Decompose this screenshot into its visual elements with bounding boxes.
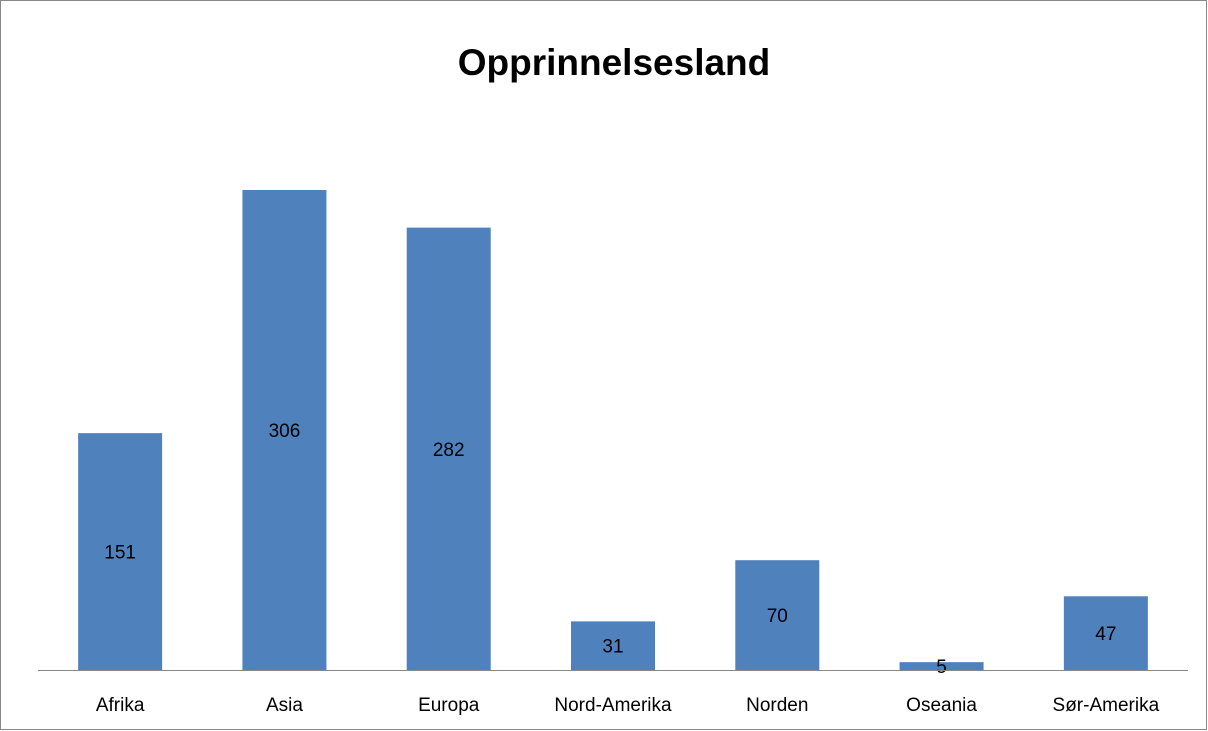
chart-title: Opprinnelsesland — [458, 42, 771, 83]
x-tick-label: Oseania — [906, 695, 977, 716]
bar — [899, 662, 984, 670]
bar — [242, 190, 327, 670]
bar — [406, 227, 491, 670]
value-label: 31 — [602, 637, 623, 658]
x-tick-label: Sør-Amerika — [1053, 695, 1160, 716]
bar — [1063, 596, 1148, 670]
x-tick-label: Norden — [746, 695, 808, 716]
value-label: 151 — [104, 543, 136, 564]
x-tick-label: Europa — [418, 695, 480, 716]
bar — [571, 621, 655, 670]
x-tick-label: Asia — [266, 695, 303, 716]
bar — [735, 560, 820, 670]
x-tick-label: Afrika — [96, 695, 145, 716]
value-label: 5 — [936, 657, 947, 678]
value-label: 70 — [767, 606, 788, 627]
x-tick-label: Nord-Amerika — [554, 695, 672, 716]
value-label: 47 — [1095, 624, 1116, 645]
value-label: 282 — [433, 440, 465, 461]
value-label: 306 — [269, 421, 301, 442]
bar — [78, 433, 163, 670]
